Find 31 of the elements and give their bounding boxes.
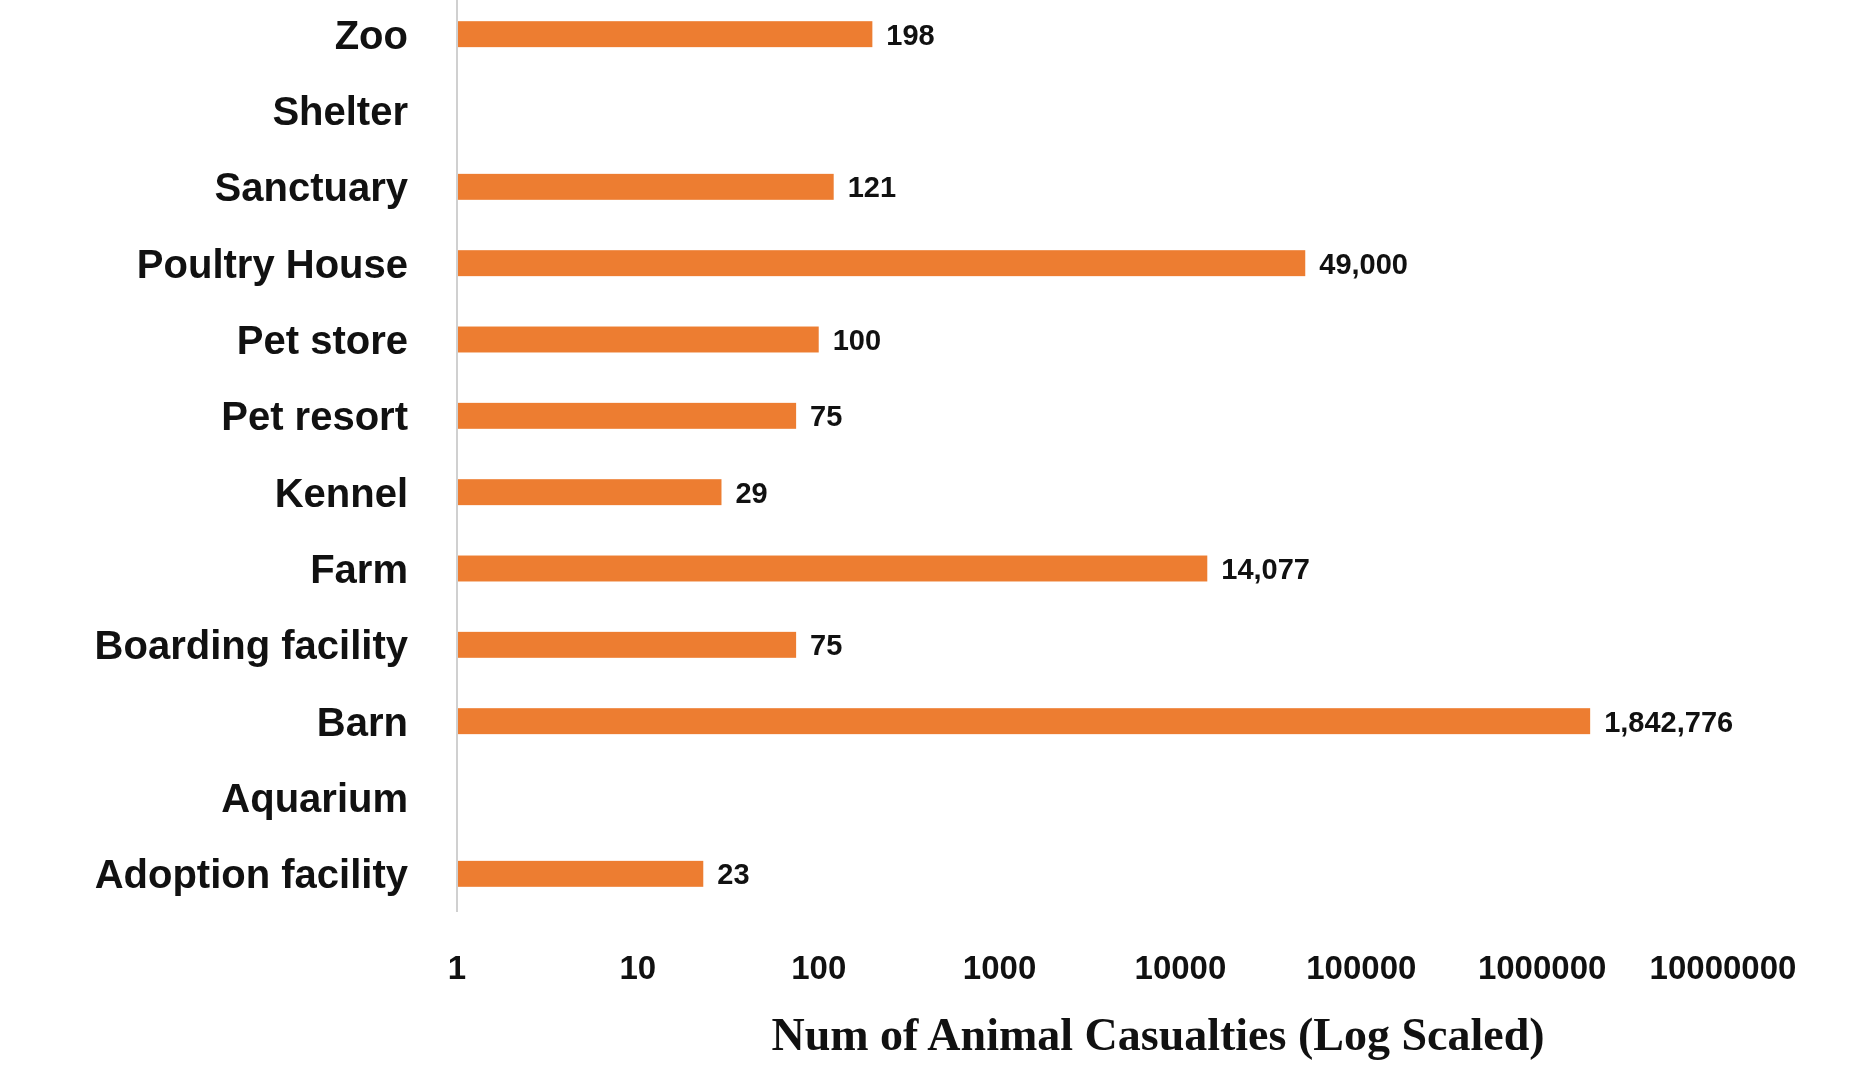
data-label: 75 xyxy=(810,400,843,433)
y-tick-label: Farm xyxy=(310,546,408,591)
x-tick-label: 1 xyxy=(447,949,467,986)
x-tick-label: 1000 xyxy=(962,949,1037,986)
data-label: 100 xyxy=(832,323,882,356)
data-label: 1,842,776 xyxy=(1604,705,1734,738)
x-tick-label: 1000000 xyxy=(1477,949,1607,986)
y-tick-label: Poultry House xyxy=(136,241,408,286)
y-tick-label: Aquarium xyxy=(221,775,408,820)
data-label: 49,000 xyxy=(1319,247,1408,280)
data-label: 14,077 xyxy=(1221,552,1310,585)
y-tick-label: Boarding facility xyxy=(94,623,409,668)
data-label: 121 xyxy=(847,171,897,204)
data-label: 198 xyxy=(886,18,935,51)
x-tick-label: 100 xyxy=(791,949,847,986)
y-tick-label: Kennel xyxy=(274,470,408,515)
data-label: 75 xyxy=(810,629,843,662)
y-tick-label: Sanctuary xyxy=(214,165,409,210)
y-tick-label: Shelter xyxy=(272,88,408,133)
x-axis-title: Num of Animal Casualties (Log Scaled) xyxy=(771,1009,1545,1060)
x-tick-label: 10 xyxy=(619,949,657,986)
data-label: 29 xyxy=(735,476,768,509)
data-label: 23 xyxy=(717,858,750,891)
y-tick-label: Pet store xyxy=(236,317,408,362)
y-tick-label: Barn xyxy=(316,699,408,744)
x-tick-label: 100000 xyxy=(1306,949,1417,986)
x-tick-label: 10000 xyxy=(1134,949,1227,986)
y-tick-label: Pet resort xyxy=(221,394,408,439)
x-tick-label: 10000000 xyxy=(1649,949,1797,986)
y-tick-label: Adoption facility xyxy=(94,852,409,897)
y-tick-label: Zoo xyxy=(334,12,408,57)
